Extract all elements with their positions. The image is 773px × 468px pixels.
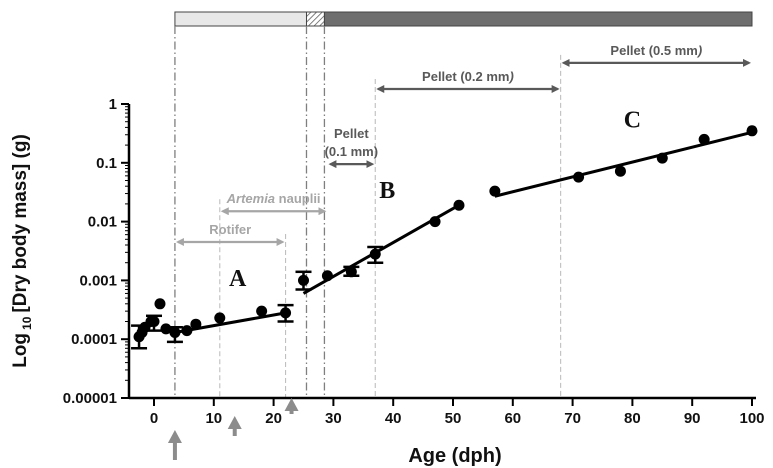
feeding-arrows — [167, 398, 299, 460]
x-tick-label-10: 100 — [739, 410, 764, 427]
top-bar — [174, 11, 753, 27]
x-tick-label-7: 70 — [564, 410, 581, 427]
y-axis-title-main: Log — [10, 333, 31, 368]
top-bar-segment-2 — [323, 11, 753, 27]
data-point-23 — [698, 133, 710, 145]
feeding-label-suffix: ) — [507, 69, 513, 84]
y-axis-title-rest: [Dry body mass] (g) — [10, 134, 31, 312]
data-point-4 — [148, 315, 160, 327]
data-point-20 — [573, 171, 585, 183]
data-point-7 — [169, 327, 181, 339]
x-tick-label-2: 20 — [265, 410, 282, 427]
y-tick-label-0: 0.00001 — [63, 390, 117, 407]
data-point-13 — [298, 274, 309, 286]
data-points — [133, 125, 758, 343]
feeding-label-2-line2: (0.1 mm) — [325, 144, 378, 159]
x-tick-label-3: 30 — [325, 410, 342, 427]
feeding-time-arrow-shaft-2 — [289, 409, 294, 414]
y-axis-title-sub: 10 — [20, 316, 34, 330]
data-point-17 — [429, 216, 441, 228]
feeding-label-1: Artemia nauplii — [226, 191, 321, 206]
data-point-18 — [453, 199, 465, 211]
data-point-24 — [746, 125, 758, 137]
feeding-time-arrow-head-2 — [284, 398, 299, 411]
phase-label-C: C — [624, 107, 641, 133]
phase-label-A: A — [229, 266, 247, 292]
data-point-14 — [321, 270, 333, 282]
feeding-label-italic: Artemia — [226, 191, 279, 206]
x-tick-label-8: 80 — [624, 410, 641, 427]
feeding-label-text: nauplii — [279, 191, 321, 206]
x-tick-label-4: 40 — [385, 410, 402, 427]
feeding-label-3: Pellet (0.2 mm) — [422, 69, 514, 84]
feeding-label-text: Rotifer — [209, 222, 251, 237]
data-point-21 — [614, 165, 626, 177]
data-point-12 — [280, 307, 292, 319]
y-ticks: 0.00001 0.0001 0.001 0.01 0.1 1 — [63, 96, 129, 407]
x-tick-label-1: 10 — [205, 410, 222, 427]
data-point-16 — [369, 248, 381, 260]
data-point-5 — [154, 298, 166, 310]
x-tick-label-9: 90 — [684, 410, 701, 427]
fit-line-A — [174, 311, 286, 334]
feeding-periods: Rotifer Artemia nauplii Pellet (0.1 mm) Pell… — [175, 43, 751, 246]
feeding-label-0: Rotifer — [209, 222, 251, 237]
y-tick-label-2: 0.001 — [79, 272, 117, 289]
data-point-6 — [160, 323, 172, 335]
axes — [127, 104, 756, 400]
y-tick-label-1: 0.0001 — [71, 331, 117, 348]
phase-label-B: B — [379, 178, 395, 204]
feeding-time-arrow-shaft-1 — [232, 427, 237, 436]
feeding-label-4: Pellet (0.5 mm) — [610, 43, 702, 58]
x-axis-title: Age (dph) — [408, 445, 501, 467]
y-tick-label-3: 0.01 — [88, 214, 117, 231]
y-tick-label-5: 1 — [109, 96, 117, 113]
x-tick-label-0: 0 — [150, 410, 158, 427]
data-point-19 — [489, 185, 501, 197]
feeding-time-arrow-head-0 — [167, 430, 182, 443]
data-point-22 — [656, 152, 668, 164]
x-tick-label-6: 60 — [504, 410, 521, 427]
fit-line-C — [494, 130, 753, 198]
data-point-15 — [345, 266, 357, 278]
feeding-time-arrow-head-1 — [227, 416, 242, 429]
feeding-time-arrow-shaft-0 — [172, 441, 177, 460]
x-ticks: 0 10 20 30 40 50 60 70 80 90 100 — [150, 398, 765, 427]
x-tick-label-5: 50 — [445, 410, 462, 427]
y-tick-label-4: 0.1 — [96, 155, 117, 172]
feeding-label-text: Pellet (0.5 mm — [610, 43, 697, 58]
y-axis-title: Log 10 [Dry body mass] (g) — [10, 134, 34, 368]
top-bar-segment-0 — [174, 11, 307, 27]
data-point-9 — [190, 318, 202, 330]
phase-labels: A B C — [229, 107, 641, 292]
feeding-label-text: Pellet (0.2 mm — [422, 69, 509, 84]
feeding-label-2-line1: Pellet — [334, 126, 369, 141]
data-point-11 — [256, 305, 268, 317]
data-point-8 — [181, 325, 193, 337]
feeding-label-suffix: ) — [696, 43, 702, 58]
data-point-10 — [214, 312, 226, 324]
top-bar-segment-1 — [305, 11, 325, 27]
